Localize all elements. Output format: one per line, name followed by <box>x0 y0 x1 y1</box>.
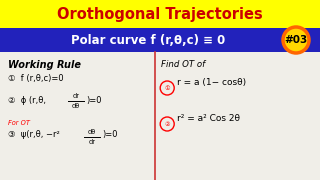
Text: dr: dr <box>73 93 79 99</box>
Text: dθ: dθ <box>88 129 96 135</box>
Text: )=0: )=0 <box>86 96 101 105</box>
Text: For OT: For OT <box>8 120 30 126</box>
Text: )=0: )=0 <box>102 130 117 139</box>
Circle shape <box>283 27 309 53</box>
Text: ②  ϕ (r,θ,: ② ϕ (r,θ, <box>8 96 46 105</box>
Text: ③  ψ(r,θ, −r²: ③ ψ(r,θ, −r² <box>8 130 60 139</box>
Text: dθ: dθ <box>72 103 80 109</box>
Text: Working Rule: Working Rule <box>8 60 81 70</box>
Text: Find OT of: Find OT of <box>161 60 205 69</box>
Bar <box>0 0 320 28</box>
Text: r = a (1− cosθ): r = a (1− cosθ) <box>177 78 246 87</box>
Bar <box>0 28 320 52</box>
Bar <box>0 52 320 180</box>
Text: #03: #03 <box>284 35 308 45</box>
Text: Orothogonal Trajectories: Orothogonal Trajectories <box>57 6 263 21</box>
Text: ②: ② <box>164 122 170 127</box>
Text: Polar curve f (r,θ,c) ≡ 0: Polar curve f (r,θ,c) ≡ 0 <box>71 33 225 46</box>
Text: r² = a² Cos 2θ: r² = a² Cos 2θ <box>177 114 240 123</box>
Text: dr: dr <box>89 139 95 145</box>
Text: ①  f (r,θ,c)=0: ① f (r,θ,c)=0 <box>8 74 64 83</box>
Text: ①: ① <box>164 86 170 91</box>
